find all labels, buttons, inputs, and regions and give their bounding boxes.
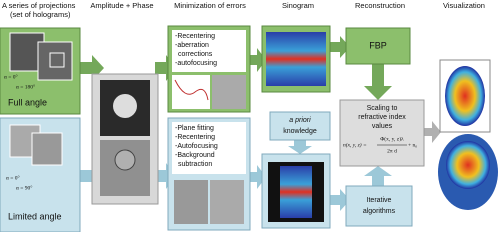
a-priori-text: knowledge (283, 128, 317, 135)
hologram (37, 41, 73, 81)
panel-label: Full angle (8, 97, 47, 107)
image (212, 75, 246, 109)
slice (445, 66, 485, 126)
scaling-box (339, 99, 425, 167)
scaling-text: values (372, 123, 393, 130)
correction-item: -Autofocusing (175, 143, 218, 150)
header-text: Minimization of errors (174, 1, 246, 10)
a-priori-box (269, 111, 331, 141)
correction-item: -autofocusing (175, 60, 217, 67)
image (210, 180, 244, 224)
correction-item: -Recentering (175, 134, 215, 141)
angle-label: α = 180° (16, 83, 35, 90)
iterative-box (345, 185, 413, 227)
diagram: A series of projections (set of hologram… (0, 1, 498, 232)
sinogram-image (280, 166, 312, 218)
body: A series of projections (set of hologram… (0, 0, 500, 232)
cell (113, 94, 137, 118)
arrow (330, 36, 350, 58)
formula-part: 2π d (387, 148, 397, 154)
header-text: Visualization (443, 1, 485, 10)
scaling-text: Scaling to (367, 105, 398, 112)
correction-item: subtraction (178, 161, 212, 168)
sinogram-image (266, 32, 326, 86)
fbp-box (345, 27, 411, 65)
iterative-text: algorithms (363, 208, 396, 215)
arrow (288, 138, 312, 154)
fbp-label: FBP (369, 40, 387, 50)
angle-label: α = 0° (4, 73, 18, 80)
corrections-box (172, 122, 246, 174)
cell (114, 149, 136, 171)
image (174, 180, 208, 224)
correction-item: corrections (178, 51, 213, 58)
plot (172, 75, 210, 109)
corrections-box (172, 30, 246, 72)
roi (49, 52, 65, 68)
correction-item: -Background (175, 152, 215, 159)
arrow (330, 189, 350, 211)
a-priori-text: a priori (289, 117, 311, 124)
correction-item: -Recentering (175, 33, 215, 40)
header-text: Reconstruction (355, 1, 405, 10)
iterative-text: Iterative (367, 197, 392, 204)
curve (174, 79, 209, 101)
header-text: A series of projections (2, 1, 76, 10)
angle-label: α = 0° (6, 174, 20, 181)
hologram (31, 132, 63, 166)
volume-section (446, 141, 490, 189)
formula-part: n(x, y, z) = (343, 141, 367, 148)
arrow (423, 121, 441, 143)
scaling-text: refractive index (358, 114, 406, 121)
correction-item: -Plane fitting (175, 125, 214, 132)
header-text: (set of holograms) (10, 10, 71, 19)
header-text: Sinogram (282, 1, 314, 10)
page: {"header": {"projections": ["A series of… (0, 0, 500, 232)
formula-part: Φ(x, y, z)λ (380, 135, 404, 142)
angle-label: α = 90° (16, 184, 32, 191)
correction-item: -aberration (175, 42, 209, 49)
header-text: Amplitude + Phase (90, 1, 153, 10)
panel-label: Limited angle (8, 211, 62, 221)
arrow (364, 166, 392, 186)
arrow (364, 64, 392, 100)
formula-part: + n₀ (408, 142, 417, 148)
